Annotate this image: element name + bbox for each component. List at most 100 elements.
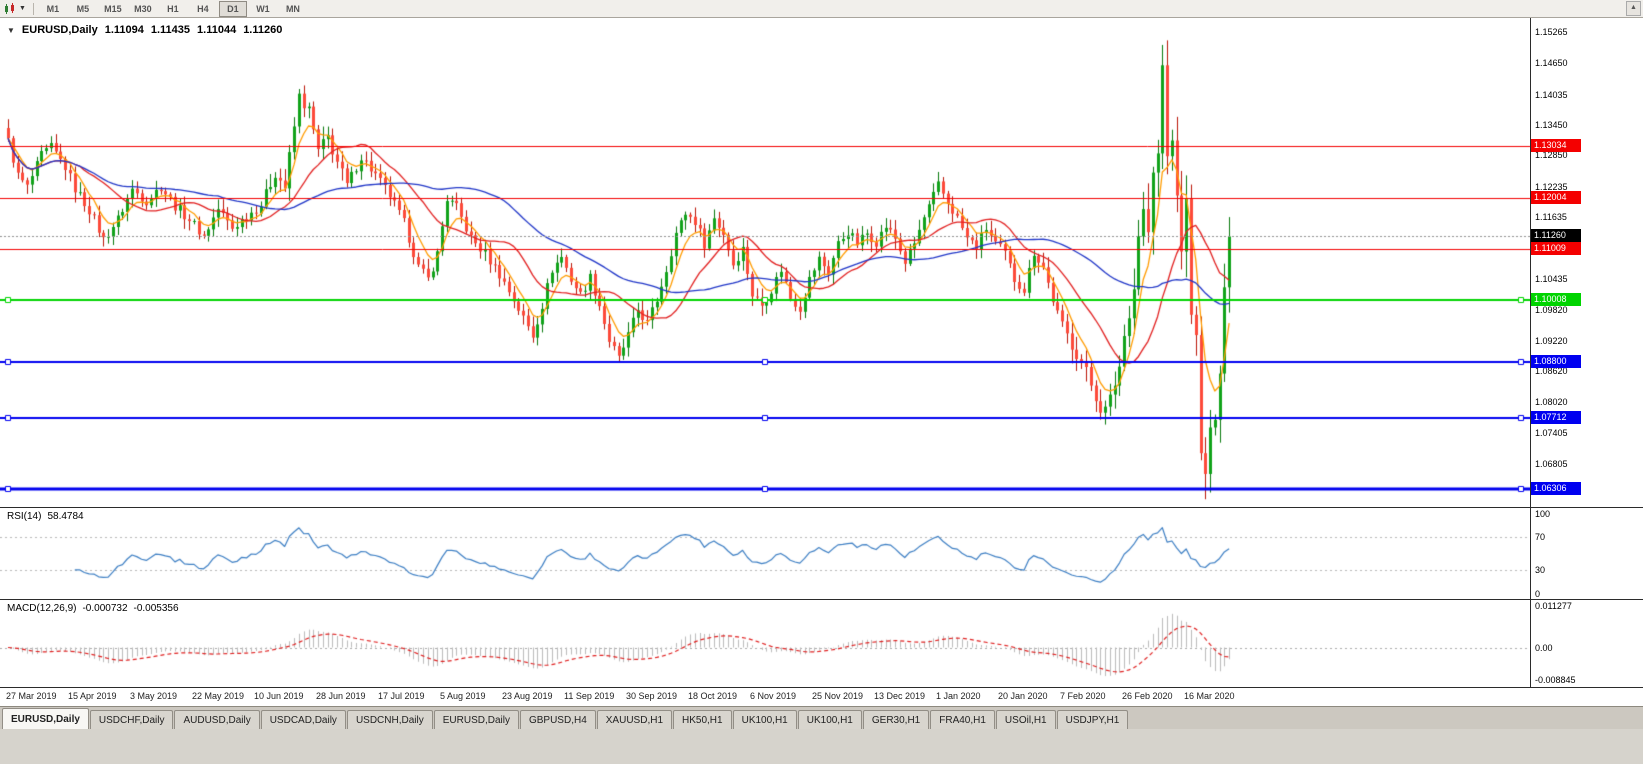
price-level-badge: 1.08800 bbox=[1531, 355, 1581, 369]
chart-tab-3[interactable]: USDCAD,Daily bbox=[260, 710, 346, 729]
macd-axis-tick: -0.008845 bbox=[1535, 674, 1576, 685]
date-label: 5 Aug 2019 bbox=[440, 691, 486, 701]
price-axis-tick: 1.15265 bbox=[1535, 26, 1568, 37]
panel-divider bbox=[0, 507, 1643, 508]
chart-tab-0[interactable]: EURUSD,Daily bbox=[2, 708, 89, 729]
rsi-axis-tick: 70 bbox=[1535, 531, 1546, 542]
scroll-up-button[interactable]: ▲ bbox=[1626, 1, 1641, 16]
rsi-axis-tick: 30 bbox=[1535, 565, 1546, 576]
chart-title: ▼ EURUSD,Daily 1.11094 1.11435 1.11044 1… bbox=[7, 24, 282, 36]
price-chart-canvas[interactable] bbox=[0, 18, 1530, 507]
date-label: 25 Nov 2019 bbox=[812, 691, 864, 701]
date-label: 3 May 2019 bbox=[130, 691, 178, 701]
date-label: 13 Dec 2019 bbox=[874, 691, 926, 701]
price-level-badge: 1.11260 bbox=[1531, 229, 1581, 243]
panel-divider bbox=[0, 687, 1643, 688]
price-level-badge: 1.06306 bbox=[1531, 482, 1581, 496]
toolbar-separator bbox=[32, 2, 34, 15]
chart-tab-7[interactable]: XAUUSD,H1 bbox=[596, 710, 673, 729]
date-label: 1 Jan 2020 bbox=[936, 691, 981, 701]
chart-tab-2[interactable]: AUDUSD,Daily bbox=[174, 710, 260, 729]
price-level-badge: 1.11009 bbox=[1531, 242, 1581, 256]
date-label: 22 May 2019 bbox=[192, 691, 245, 701]
chart-tab-1[interactable]: USDCHF,Daily bbox=[89, 710, 174, 729]
timeframe-button-h1[interactable]: H1 bbox=[167, 3, 179, 14]
timeframe-button-m5[interactable]: M5 bbox=[76, 3, 90, 14]
timeframe-button-mn[interactable]: MN bbox=[285, 3, 300, 14]
rsi-axis-tick: 100 bbox=[1535, 509, 1551, 519]
price-axis-tick: 1.06805 bbox=[1535, 458, 1568, 469]
chart-tab-14[interactable]: USDJPY,H1 bbox=[1056, 710, 1129, 729]
timeframe-button-m1[interactable]: M1 bbox=[46, 3, 60, 14]
date-label: 15 Apr 2019 bbox=[68, 691, 117, 701]
chart-tab-13[interactable]: USOil,H1 bbox=[995, 710, 1056, 729]
price-axis-tick: 1.14650 bbox=[1535, 58, 1568, 69]
chart-tab-11[interactable]: GER30,H1 bbox=[862, 710, 930, 729]
price-axis-tick: 1.12235 bbox=[1535, 181, 1568, 192]
price-axis-tick: 1.12850 bbox=[1535, 150, 1568, 161]
date-label: 30 Sep 2019 bbox=[626, 691, 678, 701]
chart-tab-5[interactable]: EURUSD,Daily bbox=[433, 710, 519, 729]
timeframe-button-m15[interactable]: M15 bbox=[104, 3, 122, 14]
chart-window: ▼ EURUSD,Daily 1.11094 1.11435 1.11044 1… bbox=[0, 18, 1643, 706]
price-axis-tick: 1.07405 bbox=[1535, 428, 1568, 439]
chart-symbol-period: EURUSD,Daily bbox=[21, 24, 98, 36]
chart-tab-6[interactable]: GBPUSD,H4 bbox=[519, 710, 596, 729]
rsi-value: 58.4784 bbox=[47, 511, 84, 522]
date-label: 23 Aug 2019 bbox=[502, 691, 553, 701]
ohlc-close: 1.11260 bbox=[243, 24, 283, 36]
macd-axis-tick: 0.011277 bbox=[1535, 601, 1572, 612]
price-level-badge: 1.07712 bbox=[1531, 410, 1581, 424]
price-axis-tick: 1.13450 bbox=[1535, 119, 1568, 130]
macd-axis-tick: 0.00 bbox=[1535, 642, 1553, 653]
chart-tab-4[interactable]: USDCNH,Daily bbox=[346, 710, 433, 729]
date-label: 20 Jan 2020 bbox=[998, 691, 1048, 701]
macd-name: MACD(12,26,9) bbox=[7, 603, 77, 614]
date-label: 7 Feb 2020 bbox=[1060, 691, 1106, 701]
chart-tab-10[interactable]: UK100,H1 bbox=[797, 710, 862, 729]
macd-indicator-canvas[interactable] bbox=[0, 600, 1530, 687]
date-label: 11 Sep 2019 bbox=[564, 691, 615, 701]
date-label: 6 Nov 2019 bbox=[750, 691, 797, 701]
ohlc-open: 1.11094 bbox=[104, 24, 144, 36]
price-axis-divider bbox=[1530, 18, 1531, 688]
price-axis-tick: 1.11635 bbox=[1535, 212, 1567, 223]
price-axis-tick: 1.09820 bbox=[1535, 304, 1568, 315]
price-axis-tick: 1.10435 bbox=[1535, 273, 1568, 284]
rsi-label: RSI(14) 58.4784 bbox=[7, 511, 84, 522]
timeframe-button-d1[interactable]: D1 bbox=[218, 0, 247, 17]
price-axis-tick: 1.14035 bbox=[1535, 89, 1568, 100]
timeframe-button-m30[interactable]: M30 bbox=[134, 3, 152, 14]
date-label: 26 Feb 2020 bbox=[1122, 691, 1173, 701]
chart-tab-9[interactable]: UK100,H1 bbox=[732, 710, 797, 729]
date-label: 16 Mar 2020 bbox=[1184, 691, 1235, 701]
price-level-badge: 1.13034 bbox=[1531, 138, 1581, 152]
macd-value-main: -0.000732 bbox=[82, 603, 128, 614]
timeframe-buttons-group: M1 M5 M15 M30 H1 H4 D1 W1 MN bbox=[38, 0, 308, 17]
date-label: 17 Jul 2019 bbox=[378, 691, 425, 701]
chart-tab-12[interactable]: FRA40,H1 bbox=[930, 710, 995, 729]
macd-label: MACD(12,26,9) -0.000732 -0.005356 bbox=[7, 603, 179, 614]
timeframe-button-h4[interactable]: H4 bbox=[197, 3, 209, 14]
panel-divider bbox=[0, 599, 1643, 600]
chevron-down-icon[interactable]: ▼ bbox=[19, 5, 26, 12]
chart-tab-8[interactable]: HK50,H1 bbox=[673, 710, 732, 729]
price-level-badge: 1.12004 bbox=[1531, 191, 1581, 205]
date-label: 27 Mar 2019 bbox=[6, 691, 57, 701]
macd-value-signal: -0.005356 bbox=[133, 603, 179, 614]
date-label: 10 Jun 2019 bbox=[254, 691, 304, 701]
chart-type-icon[interactable] bbox=[4, 2, 17, 15]
timeframe-button-w1[interactable]: W1 bbox=[256, 3, 270, 14]
ohlc-low: 1.11044 bbox=[197, 24, 237, 36]
date-label: 18 Oct 2019 bbox=[688, 691, 738, 701]
ohlc-high: 1.11435 bbox=[150, 24, 191, 36]
price-level-badge: 1.10008 bbox=[1531, 293, 1581, 307]
rsi-indicator-canvas[interactable] bbox=[0, 508, 1530, 599]
period-toolbar: ▼ M1 M5 M15 M30 H1 H4 D1 W1 MN ▲ bbox=[0, 0, 1643, 18]
price-axis-tick: 1.09220 bbox=[1535, 335, 1568, 346]
chart-tabs-bar: EURUSD,Daily USDCHF,Daily AUDUSD,Daily USDC… bbox=[0, 706, 1643, 729]
price-axis-tick: 1.08020 bbox=[1535, 396, 1568, 407]
date-label: 28 Jun 2019 bbox=[316, 691, 366, 701]
rsi-axis-tick: 0 bbox=[1535, 589, 1541, 599]
collapse-chart-icon[interactable]: ▼ bbox=[7, 25, 15, 35]
